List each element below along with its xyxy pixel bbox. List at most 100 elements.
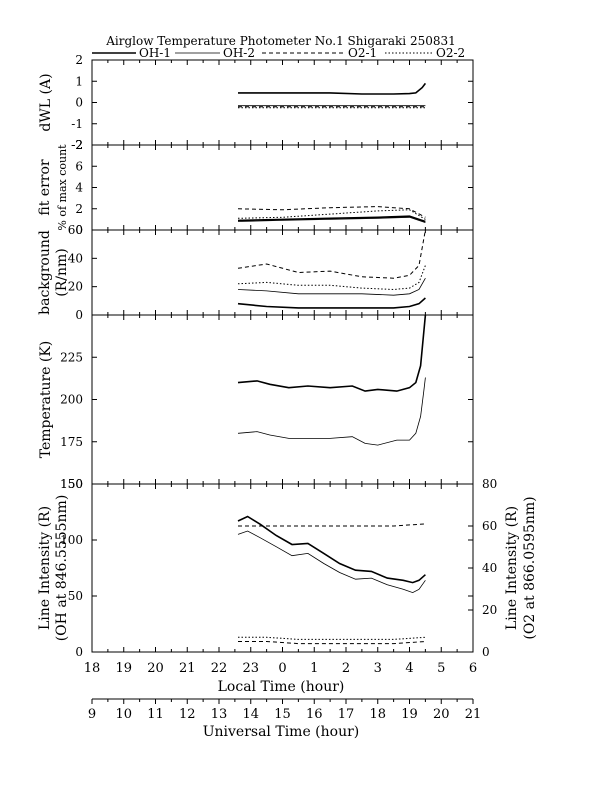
local-time-tick-label: 0 bbox=[278, 661, 286, 676]
dwl-ytick-label: -2 bbox=[71, 138, 83, 152]
intensity-frame bbox=[91, 483, 474, 653]
local-time-tick-label: 3 bbox=[374, 661, 382, 676]
local-time-tick-label: 5 bbox=[437, 661, 445, 676]
intensity-series-o2-1b bbox=[238, 641, 426, 645]
local-time-tick-label: 22 bbox=[211, 661, 228, 676]
intensity-y2tick-label: 40 bbox=[482, 561, 497, 575]
background-series-oh-2 bbox=[237, 278, 426, 296]
legend-label-o21: O2-1 bbox=[348, 46, 377, 60]
universal-time-tick-label: 17 bbox=[338, 707, 355, 722]
universal-time-tick-label: 13 bbox=[211, 707, 228, 722]
fit-ytick-label: 0 bbox=[75, 223, 83, 237]
fit-ytick-label: 4 bbox=[75, 181, 83, 195]
temperature-frame bbox=[91, 314, 474, 485]
universal-time-tick-label: 20 bbox=[433, 707, 450, 722]
universal-time-tick-label: 14 bbox=[242, 707, 259, 722]
intensity-y2tick-label: 60 bbox=[482, 519, 497, 533]
background-series-o2-2 bbox=[237, 265, 426, 291]
local-time-tick-label: 2 bbox=[342, 661, 350, 676]
local-time-tick-label: 19 bbox=[115, 661, 132, 676]
universal-time-tick-label: 12 bbox=[179, 707, 196, 722]
fit-series-o2-1 bbox=[237, 206, 426, 218]
universal-time-tick-label: 11 bbox=[147, 707, 164, 722]
legend-label-o22: O2-2 bbox=[436, 46, 465, 60]
temperature-ytick-label: 200 bbox=[60, 393, 83, 407]
fit-series-oh-1 bbox=[237, 215, 426, 223]
temperature-ytick-label: 150 bbox=[60, 477, 83, 491]
background-frame bbox=[91, 229, 474, 316]
fit-series-oh-2 bbox=[237, 216, 426, 223]
universal-time-tick-label: 10 bbox=[115, 707, 132, 722]
background-series-o2-1 bbox=[237, 229, 426, 279]
time-axes: Local Time (hour) Universal Time (hour) … bbox=[84, 661, 482, 740]
background-ylabel-line2: (R/nm) bbox=[54, 248, 70, 296]
intensity-y2label: Line Intensity (R) bbox=[504, 506, 520, 630]
intensity-ylabel-line2: (OH at 846.5555nm) bbox=[54, 495, 70, 642]
universal-time-tick-label: 9 bbox=[88, 707, 96, 722]
universal-time-tick-label: 15 bbox=[274, 707, 291, 722]
background-ylabel: background bbox=[37, 230, 53, 315]
fit-panel: 0 2 4 6 -2 fit error% of max count bbox=[37, 138, 474, 237]
local-time-tick-label: 21 bbox=[179, 661, 196, 676]
fit-ytick-label: -2 bbox=[71, 138, 83, 152]
intensity-y2tick-label: 0 bbox=[482, 645, 490, 659]
background-ytick-label: 40 bbox=[68, 251, 83, 265]
figure-title: Airglow Temperature Photometer No.1 Shig… bbox=[105, 34, 456, 48]
local-time-tick-label: 1 bbox=[310, 661, 318, 676]
local-time-tick-label: 6 bbox=[469, 661, 477, 676]
background-ytick-label: 60 bbox=[68, 223, 83, 237]
temperature-ytick-label: 225 bbox=[60, 350, 83, 364]
intensity-ytick-label: 100 bbox=[60, 533, 83, 547]
dwl-ylabel: dWL (A) bbox=[38, 73, 54, 131]
temperature-ylabel: Temperature (K) bbox=[38, 341, 54, 459]
dwl-frame bbox=[91, 59, 474, 146]
intensity-series-oh-1 bbox=[237, 515, 426, 584]
fit-series-o2-2 bbox=[237, 209, 426, 220]
fit-frame bbox=[91, 144, 474, 231]
local-time-tick-label: 20 bbox=[147, 661, 164, 676]
local-time-tick-label: 18 bbox=[84, 661, 101, 676]
universal-time-tick-label: 16 bbox=[306, 707, 323, 722]
temperature-series-oh-2 bbox=[237, 377, 426, 446]
dwl-series-oh-1 bbox=[238, 82, 427, 95]
fit-ytick-label: 2 bbox=[75, 202, 83, 216]
intensity-series-o2-1 bbox=[238, 523, 426, 527]
dwl-ytick-label: 1 bbox=[75, 74, 83, 88]
background-panel: 0 20 40 60 background (R/nm) bbox=[37, 223, 474, 322]
intensity-ytick-label: 150 bbox=[60, 477, 83, 491]
fit-ytick-label: 6 bbox=[75, 159, 83, 173]
temperature-ytick-label: 175 bbox=[60, 435, 83, 449]
intensity-ylabel: Line Intensity (R) bbox=[37, 506, 53, 630]
temperature-panel: 175 200 225 150 Temperature (K) bbox=[38, 314, 474, 491]
background-ytick-label: 20 bbox=[68, 280, 83, 294]
universal-time-tick-label: 18 bbox=[369, 707, 386, 722]
fit-ylabel: fit error bbox=[37, 159, 53, 216]
local-time-axis-label: Local Time (hour) bbox=[218, 679, 345, 695]
dwl-ytick-label: -2 bbox=[71, 138, 83, 152]
legend-label-oh2: OH-2 bbox=[223, 46, 255, 60]
header: Airglow Temperature Photometer No.1 Shig… bbox=[92, 34, 465, 60]
intensity-series-oh-2 bbox=[237, 530, 426, 594]
legend: OH-1 OH-2 O2-1 O2-2 bbox=[92, 46, 465, 60]
universal-time-tick-label: 21 bbox=[465, 707, 482, 722]
temperature-series-oh-1 bbox=[237, 314, 427, 392]
legend-label-oh1: OH-1 bbox=[139, 46, 171, 60]
universal-time-axis-label: Universal Time (hour) bbox=[203, 724, 360, 740]
intensity-y2tick-label: 80 bbox=[482, 477, 497, 491]
local-time-tick-label: 4 bbox=[405, 661, 413, 676]
fit-ylabel-line2: % of max count bbox=[56, 144, 69, 231]
universal-time-tick-label: 19 bbox=[401, 707, 418, 722]
intensity-y2label-line2: (O2 at 866.0595nm) bbox=[522, 496, 538, 639]
intensity-ytick-label: 50 bbox=[68, 589, 83, 603]
intensity-series-o2-2 bbox=[238, 636, 426, 640]
local-time-tick-label: 23 bbox=[242, 661, 259, 676]
intensity-ytick-label: 0 bbox=[75, 645, 83, 659]
dwl-ytick-label: -1 bbox=[71, 117, 83, 131]
background-series-oh-1 bbox=[237, 297, 426, 309]
background-ytick-label: 0 bbox=[75, 308, 83, 322]
intensity-y2tick-label: 20 bbox=[482, 603, 497, 617]
